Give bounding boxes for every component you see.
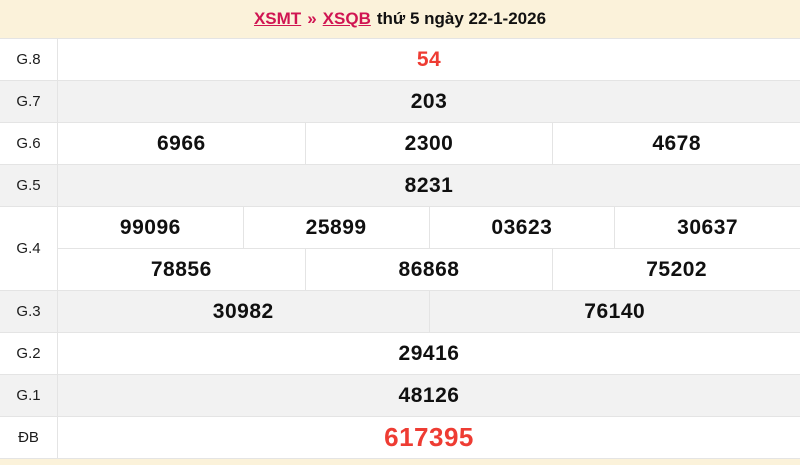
prize-label-g2: G.2 bbox=[0, 333, 58, 374]
prize-label-g6: G.6 bbox=[0, 123, 58, 164]
row-g5: G.5 8231 bbox=[0, 164, 800, 206]
lottery-results-table: G.8 54 G.7 203 G.6 6966 2300 4678 G.5 82… bbox=[0, 38, 800, 459]
row-g4: G.4 99096 25899 03623 30637 78856 86868 … bbox=[0, 206, 800, 290]
prize-label-db: ĐB bbox=[0, 417, 58, 458]
row-db: ĐB 617395 bbox=[0, 416, 800, 458]
prize-value-g6-2: 2300 bbox=[304, 123, 553, 164]
prize-label-g1: G.1 bbox=[0, 375, 58, 416]
prize-value-g4-3: 03623 bbox=[428, 207, 615, 248]
row-g6: G.6 6966 2300 4678 bbox=[0, 122, 800, 164]
prize-value-g5: 8231 bbox=[404, 173, 454, 197]
prize-label-g7: G.7 bbox=[0, 81, 58, 122]
prize-value-g3-1: 30982 bbox=[212, 299, 274, 323]
breadcrumb-link-xsmt[interactable]: XSMT bbox=[253, 9, 302, 28]
prize-value-g4-7: 75202 bbox=[552, 249, 800, 290]
prize-value-g3-2: 76140 bbox=[428, 291, 800, 332]
breadcrumb-link-xsqb[interactable]: XSQB bbox=[322, 9, 371, 28]
row-g7: G.7 203 bbox=[0, 80, 800, 122]
row-g8: G.8 54 bbox=[0, 38, 800, 80]
prize-value-g8: 54 bbox=[416, 47, 442, 71]
row-g3: G.3 30982 76140 bbox=[0, 290, 800, 332]
prize-value-g1: 48126 bbox=[398, 383, 460, 407]
prize-value-g6-1: 6966 bbox=[156, 131, 206, 155]
prize-value-g4-2: 25899 bbox=[242, 207, 429, 248]
prize-value-g2: 29416 bbox=[398, 341, 460, 365]
prize-value-g4-1: 99096 bbox=[119, 215, 181, 239]
prize-label-g3: G.3 bbox=[0, 291, 58, 332]
breadcrumb: XSMT » XSQB thứ 5 ngày 22-1-2026 bbox=[0, 0, 800, 38]
prize-value-g4-4: 30637 bbox=[614, 207, 800, 248]
prize-value-g4-5: 78856 bbox=[150, 257, 212, 281]
breadcrumb-separator: » bbox=[307, 9, 317, 28]
prize-value-g7: 203 bbox=[410, 89, 448, 113]
draw-date-text: thứ 5 ngày 22-1-2026 bbox=[376, 9, 547, 28]
prize-value-g4-6: 86868 bbox=[304, 249, 553, 290]
prize-label-g4: G.4 bbox=[0, 207, 58, 290]
prize-label-g5: G.5 bbox=[0, 165, 58, 206]
row-g2: G.2 29416 bbox=[0, 332, 800, 374]
prize-label-g8: G.8 bbox=[0, 39, 58, 80]
prize-value-g6-3: 4678 bbox=[552, 123, 800, 164]
row-g1: G.1 48126 bbox=[0, 374, 800, 416]
prize-value-db: 617395 bbox=[384, 422, 474, 452]
